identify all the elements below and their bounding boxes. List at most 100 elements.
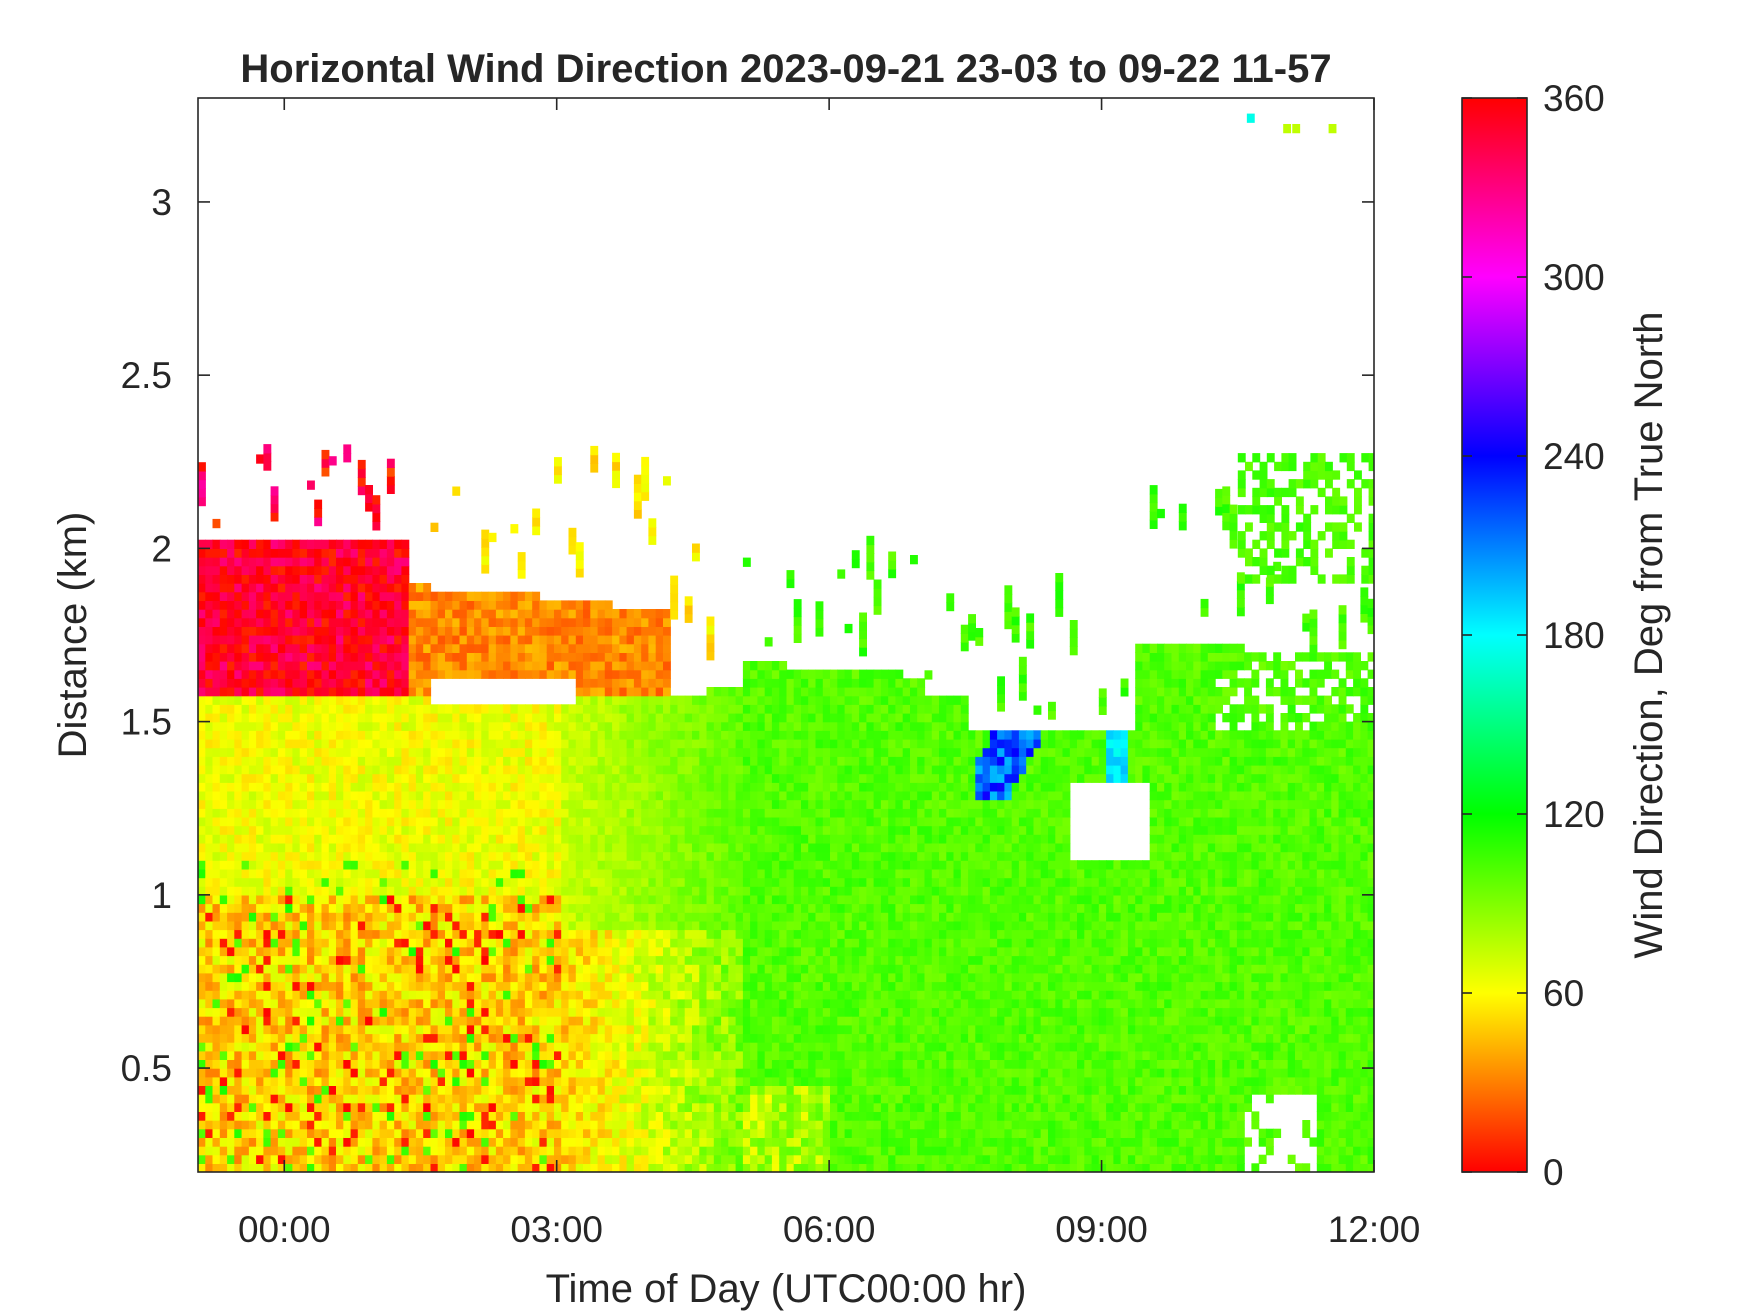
heatmap-cell xyxy=(198,842,206,853)
heatmap-cell xyxy=(357,574,366,584)
heatmap-cell xyxy=(321,449,330,460)
heatmap-cell xyxy=(263,539,272,549)
heatmap-cell xyxy=(357,1076,366,1086)
heatmap-cell xyxy=(437,713,446,723)
heatmap-cell xyxy=(219,877,228,887)
heatmap-cell xyxy=(198,903,206,913)
heatmap-cell xyxy=(677,1120,686,1130)
heatmap-cell xyxy=(561,868,570,879)
heatmap-cell xyxy=(648,764,657,775)
heatmap-cell xyxy=(379,764,388,775)
heatmap-cell xyxy=(713,1146,722,1156)
heatmap-cell xyxy=(583,1128,591,1138)
heatmap-cell xyxy=(328,626,337,636)
heatmap-cell xyxy=(198,704,206,714)
heatmap-cell xyxy=(437,834,446,844)
heatmap-cell xyxy=(721,1050,729,1060)
heatmap-cell xyxy=(270,938,279,948)
heatmap-cell xyxy=(466,738,475,749)
heatmap-cell xyxy=(314,1146,323,1156)
heatmap-cell xyxy=(314,1102,323,1112)
heatmap-cell xyxy=(677,1033,686,1043)
heatmap-cell xyxy=(321,1016,330,1026)
heatmap-cell xyxy=(445,860,453,870)
heatmap-cell xyxy=(365,964,373,974)
heatmap-cell xyxy=(205,721,214,731)
heatmap-cell xyxy=(292,825,301,835)
heatmap-cell xyxy=(568,1128,577,1138)
heatmap-cell xyxy=(415,1007,424,1017)
heatmap-cell xyxy=(321,687,330,697)
heatmap-cell xyxy=(677,1163,686,1172)
heatmap-cell xyxy=(626,1059,635,1069)
heatmap-cell xyxy=(677,834,686,844)
heatmap-cell xyxy=(314,565,323,575)
heatmap-cell xyxy=(357,557,366,567)
heatmap-cell xyxy=(299,1024,308,1035)
heatmap-cell xyxy=(212,557,221,567)
heatmap-cell xyxy=(328,652,337,662)
heatmap-cell xyxy=(612,1024,620,1035)
heatmap-cell xyxy=(205,799,214,809)
heatmap-cell xyxy=(401,730,410,740)
heatmap-cell xyxy=(357,903,366,913)
heatmap-cell xyxy=(394,1042,403,1052)
heatmap-cell xyxy=(524,661,533,671)
heatmap-cell xyxy=(365,1154,373,1164)
heatmap-cell xyxy=(227,1033,235,1043)
heatmap-cell xyxy=(285,695,294,705)
heatmap-cell xyxy=(670,764,679,775)
heatmap-cell xyxy=(314,574,323,584)
heatmap-cell xyxy=(474,903,482,913)
heatmap-cell xyxy=(365,1146,373,1156)
heatmap-cell xyxy=(481,1102,490,1112)
heatmap-cell xyxy=(510,626,519,636)
heatmap-cell xyxy=(394,946,403,957)
heatmap-cell xyxy=(619,825,628,835)
heatmap-cell xyxy=(292,1007,301,1017)
heatmap-cell xyxy=(343,756,352,766)
heatmap-cell xyxy=(575,1068,584,1078)
heatmap-cell xyxy=(394,730,403,740)
heatmap-cell xyxy=(568,990,577,1000)
heatmap-cell xyxy=(539,617,548,627)
heatmap-cell xyxy=(481,834,490,844)
heatmap-cell xyxy=(365,493,373,503)
heatmap-cell xyxy=(641,669,650,679)
heatmap-cell xyxy=(474,851,482,861)
heatmap-cell xyxy=(386,886,395,896)
heatmap-cell xyxy=(321,782,330,792)
heatmap-cell xyxy=(394,816,403,827)
heatmap-cell xyxy=(401,583,410,593)
heatmap-cell xyxy=(684,1068,693,1078)
heatmap-cell xyxy=(270,494,279,505)
heatmap-cell xyxy=(408,687,417,697)
heatmap-cell xyxy=(350,782,359,792)
heatmap-cell xyxy=(386,1154,395,1164)
heatmap-cell xyxy=(677,938,686,948)
heatmap-cell xyxy=(590,964,599,974)
heatmap-cell xyxy=(263,1042,272,1052)
heatmap-cell xyxy=(401,808,410,818)
heatmap-cell xyxy=(314,539,323,549)
heatmap-cell xyxy=(372,756,381,766)
heatmap-cell xyxy=(692,1059,700,1069)
heatmap-cell xyxy=(307,548,315,558)
heatmap-cell xyxy=(648,1068,657,1078)
heatmap-cell xyxy=(699,1033,708,1043)
heatmap-cell xyxy=(488,532,497,543)
heatmap-cell xyxy=(561,998,570,1009)
heatmap-cell xyxy=(277,1076,286,1086)
heatmap-cell xyxy=(546,1068,555,1078)
heatmap-cell xyxy=(372,773,381,783)
heatmap-cell xyxy=(350,695,359,705)
heatmap-cell xyxy=(590,1146,599,1156)
heatmap-cell xyxy=(474,1068,482,1078)
heatmap-cell xyxy=(285,557,294,567)
heatmap-cell xyxy=(198,539,206,549)
heatmap-cell xyxy=(633,964,642,974)
heatmap-cell xyxy=(561,669,570,679)
heatmap-cell xyxy=(699,955,708,965)
heatmap-cell xyxy=(721,1146,729,1156)
heatmap-cell xyxy=(263,773,272,783)
